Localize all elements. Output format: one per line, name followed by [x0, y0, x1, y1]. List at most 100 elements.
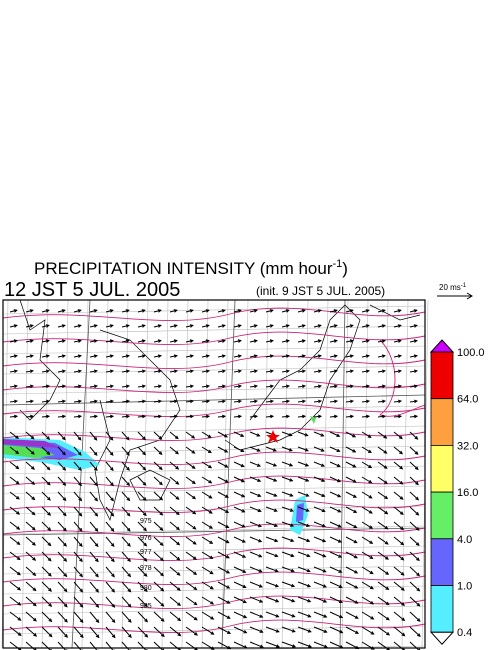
wind-arrow [409, 414, 419, 419]
arrow-head [173, 309, 178, 313]
arrow-head [93, 399, 99, 404]
wind-arrow [313, 581, 327, 588]
wind-arrow [185, 339, 194, 343]
arrow-shaft [217, 476, 228, 483]
arrow-head [78, 543, 83, 547]
arrow-head [399, 481, 404, 485]
arrow-head [253, 324, 258, 328]
arrow-head [141, 399, 147, 404]
arrow-shaft [281, 309, 289, 313]
arrow-shaft [25, 324, 33, 328]
arrow-shaft [9, 324, 17, 328]
arrow-shaft [345, 400, 354, 403]
arrow-head [317, 354, 322, 358]
parallel [2, 527, 426, 536]
arrow-shaft [137, 415, 146, 418]
arrow-shaft [249, 461, 261, 467]
wind-arrow [377, 414, 387, 419]
wind-arrow [57, 476, 67, 486]
arrow-head [61, 354, 66, 358]
wind-arrow [9, 431, 20, 439]
lat-line [198, 645, 426, 650]
arrow-shaft [153, 521, 163, 531]
arrow-shaft [377, 611, 390, 621]
arrow-head [384, 541, 389, 545]
arrow-shaft [393, 521, 404, 530]
arrow-shaft [217, 506, 229, 513]
arrow-shaft [169, 506, 180, 515]
wind-arrow [265, 536, 279, 543]
arrow-head [16, 556, 21, 561]
arrow-shaft [313, 521, 326, 527]
arrow-shaft [329, 626, 343, 634]
arrow-shaft [185, 400, 194, 403]
wind-arrow [201, 414, 211, 419]
wind-arrow [217, 309, 226, 313]
arrow-head [209, 570, 214, 575]
arrow-head [208, 464, 213, 469]
arrow-shaft [73, 476, 82, 486]
arrow-shaft [393, 596, 405, 606]
arrow-shaft [121, 521, 131, 532]
arrow-shaft [185, 446, 195, 454]
wind-arrow [233, 399, 243, 404]
arrow-head [365, 309, 370, 313]
wind-arrow [313, 324, 322, 328]
arrow-shaft [89, 309, 97, 313]
arrow-shaft [9, 536, 20, 545]
arrow-head [336, 463, 341, 468]
arrow-head [400, 572, 405, 576]
arrow-head [77, 436, 82, 441]
wind-arrow [345, 354, 354, 358]
arrow-head [78, 527, 83, 532]
arrow-head [175, 450, 179, 455]
wind-arrow [409, 551, 420, 562]
arrow-head [285, 339, 290, 343]
arrow-shaft [153, 551, 164, 561]
wind-arrow [281, 596, 296, 603]
wind-arrow [41, 551, 52, 562]
wind-arrow [105, 399, 115, 404]
wind-arrow [185, 581, 198, 591]
arrow-shaft [217, 370, 225, 373]
arrow-shaft [41, 385, 49, 388]
wind-arrow [105, 626, 116, 639]
colorbar-segment [430, 398, 454, 446]
arrow-head [191, 480, 196, 485]
arrow-head [45, 324, 50, 328]
wind-scale-label: 20 ms-1 [439, 283, 467, 292]
arrow-head [15, 435, 20, 439]
wind-arrow [265, 399, 275, 404]
wind-arrow [393, 641, 405, 650]
arrow-head [173, 369, 178, 374]
wind-arrow [281, 581, 296, 588]
wind-arrow [41, 581, 52, 592]
arrow-head [369, 585, 374, 590]
arrow-shaft [105, 309, 113, 313]
wind-arrow [409, 611, 421, 622]
arrow-shaft [169, 641, 181, 650]
wind-arrow [185, 461, 196, 469]
arrow-shaft [25, 506, 36, 516]
arrow-shaft [153, 431, 162, 440]
arrow-head [269, 339, 274, 343]
wind-arrow [297, 369, 306, 374]
wind-arrow [297, 596, 312, 603]
arrow-head [349, 324, 354, 328]
arrow-shaft [201, 611, 214, 620]
arrow-shaft [25, 536, 36, 546]
wind-arrow [281, 626, 296, 633]
arrow-shaft [329, 596, 343, 603]
arrow-shaft [377, 476, 388, 484]
arrow-head [317, 339, 322, 343]
arrow-shaft [345, 446, 356, 453]
arrow-shaft [41, 461, 51, 470]
arrow-shaft [249, 611, 263, 618]
arrow-shaft [121, 626, 132, 638]
arrow-head [285, 324, 290, 328]
arrow-head [289, 478, 294, 482]
arrow-head [174, 435, 179, 440]
arrow-shaft [345, 506, 357, 513]
arrow-shaft [121, 551, 131, 562]
wind-arrow [217, 324, 226, 328]
